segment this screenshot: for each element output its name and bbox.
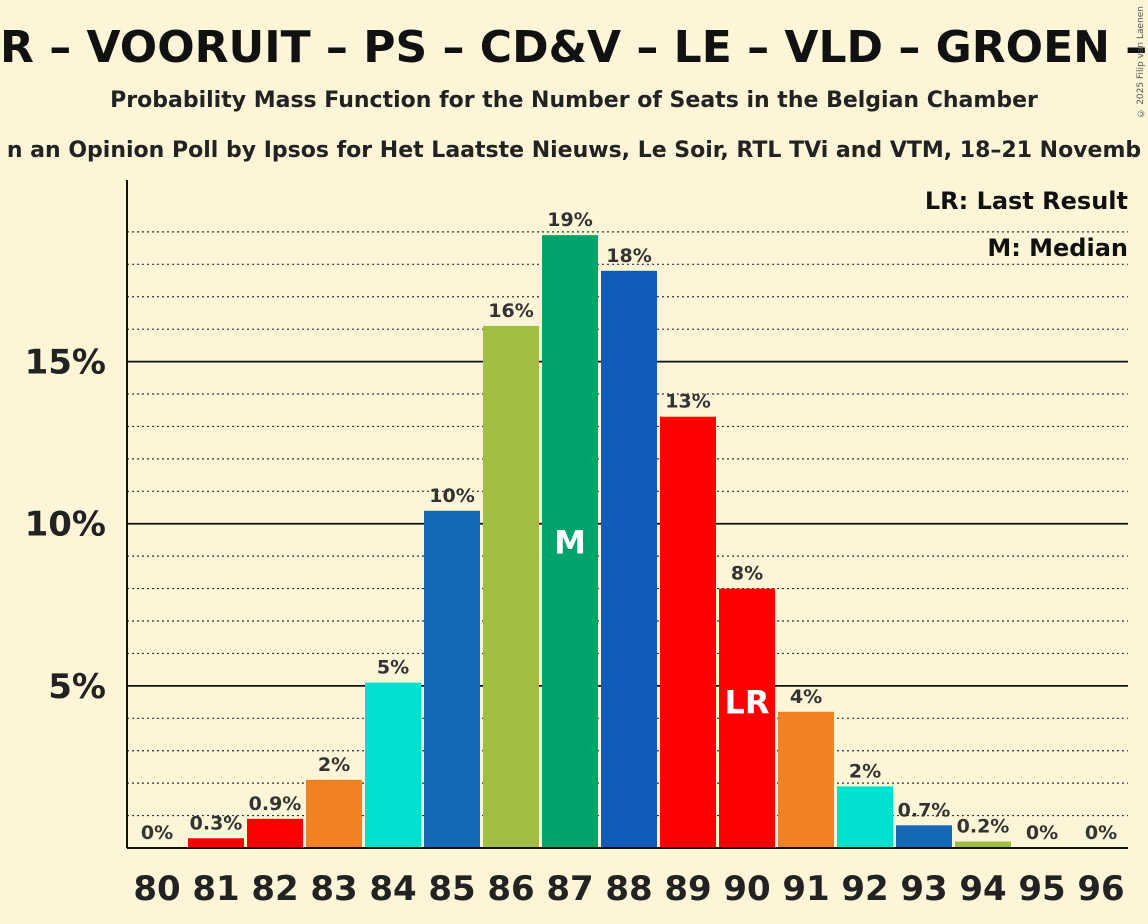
- legend-last-result: LR: Last Result: [925, 187, 1128, 215]
- x-tick-label: 85: [428, 869, 475, 909]
- bar-84: [365, 682, 421, 848]
- bar-value-label: 0.9%: [249, 793, 302, 815]
- legend-median: M: Median: [987, 234, 1128, 262]
- bar-value-label: 0.3%: [190, 812, 243, 834]
- y-tick-label: 5%: [48, 667, 106, 707]
- y-tick-label: 15%: [25, 343, 106, 383]
- chart-source-line: n an Opinion Poll by Ipsos for Het Laats…: [6, 138, 1142, 163]
- median-marker: M: [554, 524, 586, 562]
- chart-subtitle: Probability Mass Function for the Number…: [110, 88, 1038, 113]
- x-tick-label: 82: [251, 869, 298, 909]
- legend: LR: Last Result M: Median: [925, 187, 1128, 262]
- bar-90: [719, 588, 775, 848]
- bar-93: [896, 825, 952, 848]
- bar-value-label: 2%: [318, 754, 350, 776]
- x-tick-label: 92: [841, 869, 888, 909]
- bar-83: [306, 779, 362, 848]
- bar-82: [247, 818, 303, 848]
- bar-91: [778, 711, 834, 848]
- bar-value-label: 0%: [141, 822, 173, 844]
- x-tick-label: 86: [487, 869, 534, 909]
- bar-value-label: 0%: [1085, 822, 1117, 844]
- x-tick-label: 95: [1018, 869, 1065, 909]
- x-tick-label: 96: [1077, 869, 1124, 909]
- x-tick-label: 80: [133, 869, 180, 909]
- bar-value-label: 19%: [547, 209, 592, 231]
- bar-value-label: 8%: [731, 563, 763, 585]
- bar-92: [837, 786, 893, 848]
- bar-value-label: 2%: [849, 760, 881, 782]
- bar-81: [188, 838, 244, 848]
- x-tick-label: 81: [192, 869, 239, 909]
- y-tick-label: 10%: [25, 505, 106, 545]
- bar-value-label: 5%: [377, 657, 409, 679]
- x-tick-label: 93: [900, 869, 947, 909]
- bar-85: [424, 510, 480, 848]
- last-result-marker: LR: [724, 683, 769, 721]
- x-tick-label: 91: [782, 869, 829, 909]
- x-tick-label: 83: [310, 869, 357, 909]
- x-tick-label: 84: [369, 869, 416, 909]
- x-tick-label: 88: [605, 869, 652, 909]
- bar-86: [483, 325, 539, 848]
- bar-94: [955, 841, 1011, 848]
- axes: 5% 10% 15% 80 81 82 83 84 85 86 87 88 89 90 91 92 93 94 95…: [25, 180, 1128, 909]
- bar-89: [660, 416, 716, 848]
- bar-value-label: 18%: [606, 245, 651, 267]
- chart-title: R – VOORUIT – PS – CD&V – LE – VLD – GRO…: [0, 22, 1148, 73]
- bar-value-label: 0.2%: [957, 816, 1010, 838]
- bar-value-label: 0.7%: [898, 799, 951, 821]
- bar-value-label: 4%: [790, 686, 822, 708]
- x-tick-label: 90: [723, 869, 770, 909]
- x-tick-label: 87: [546, 869, 593, 909]
- bar-value-label: 0%: [1026, 822, 1058, 844]
- bar-value-label: 16%: [488, 300, 533, 322]
- x-tick-label: 89: [664, 869, 711, 909]
- bar-value-label: 13%: [665, 391, 710, 413]
- bar-88: [601, 270, 657, 848]
- x-tick-label: 94: [959, 869, 1006, 909]
- bar-87: [542, 235, 598, 848]
- bars-group: 0% 0.3% 0.9% 2% 5% 10% 16% 19% M 18% 13% 8% LR 4% 2% 0.…: [141, 209, 1117, 848]
- bar-value-label: 10%: [429, 485, 474, 507]
